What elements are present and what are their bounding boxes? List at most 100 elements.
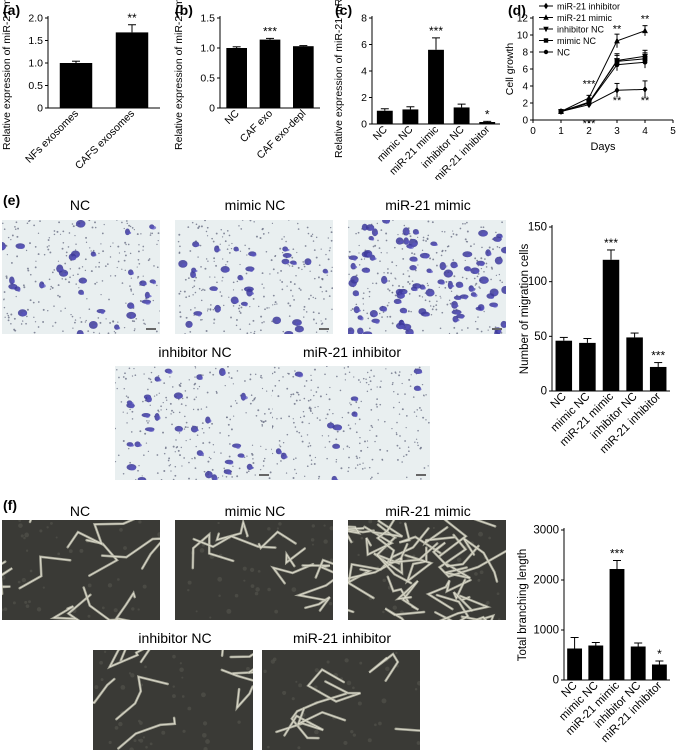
membrane-pore xyxy=(320,320,322,322)
membrane-pore xyxy=(109,275,112,277)
membrane-pore xyxy=(122,411,124,413)
membrane-pore xyxy=(200,408,203,410)
membrane-pore xyxy=(89,247,91,249)
migrated-cell-body xyxy=(405,230,410,235)
tube-branch-highlight xyxy=(115,592,136,620)
x-tick-label: 2 xyxy=(586,126,592,137)
membrane-pore xyxy=(157,409,160,412)
membrane-pore xyxy=(384,420,386,423)
membrane-pore xyxy=(370,478,372,480)
membrane-pore xyxy=(415,438,418,440)
membrane-pore xyxy=(193,387,195,390)
background-speck xyxy=(209,616,212,619)
membrane-pore xyxy=(57,260,60,262)
membrane-pore xyxy=(204,220,206,222)
membrane-pore xyxy=(22,284,25,287)
membrane-pore xyxy=(382,311,385,313)
membrane-pore xyxy=(342,430,345,433)
y-axis-label: Total branching length xyxy=(517,549,529,662)
membrane-pore xyxy=(171,423,173,426)
bar xyxy=(226,48,247,108)
migrated-cell-body xyxy=(221,370,226,376)
migrated-cell-body xyxy=(227,461,234,465)
membrane-pore xyxy=(492,248,494,251)
membrane-pore xyxy=(187,226,190,228)
membrane-pore xyxy=(207,308,209,310)
background-speck xyxy=(357,701,362,706)
membrane-pore xyxy=(301,268,303,271)
background-speck xyxy=(142,736,146,739)
membrane-pore xyxy=(421,296,424,298)
membrane-pore xyxy=(446,265,448,267)
membrane-pore xyxy=(167,459,170,462)
membrane-pore xyxy=(417,444,419,447)
membrane-pore xyxy=(306,465,309,468)
background-speck xyxy=(488,536,491,540)
membrane-pore xyxy=(358,418,361,421)
membrane-pore xyxy=(184,415,186,418)
significance-mark: ** xyxy=(641,13,650,25)
membrane-pore xyxy=(121,268,123,270)
e-title-inhibitor-nc: inhibitor NC xyxy=(158,344,232,360)
membrane-pore xyxy=(213,451,215,453)
background-speck xyxy=(12,601,16,605)
membrane-pore xyxy=(248,323,251,325)
membrane-pore xyxy=(315,236,318,239)
membrane-pore xyxy=(129,225,132,228)
background-speck xyxy=(392,605,397,610)
membrane-pore xyxy=(407,310,410,313)
membrane-pore xyxy=(80,321,83,323)
membrane-pore xyxy=(398,447,401,449)
membrane-pore xyxy=(431,221,434,224)
membrane-pore xyxy=(65,251,68,254)
membrane-pore xyxy=(466,230,469,233)
membrane-pore xyxy=(370,369,373,372)
membrane-pore xyxy=(4,316,6,318)
migrated-cell-body xyxy=(288,333,292,334)
membrane-pore xyxy=(332,412,334,415)
membrane-pore xyxy=(127,396,130,399)
membrane-pore xyxy=(398,401,400,404)
membrane-pore xyxy=(277,272,279,274)
membrane-pore xyxy=(476,259,479,262)
membrane-pore xyxy=(351,308,354,310)
membrane-pore xyxy=(7,236,10,239)
membrane-pore xyxy=(34,266,37,269)
membrane-pore xyxy=(200,299,203,302)
membrane-pore xyxy=(122,376,125,378)
membrane-pore xyxy=(107,263,109,265)
membrane-pore xyxy=(158,411,160,413)
membrane-pore xyxy=(422,236,425,239)
membrane-pore xyxy=(171,409,173,412)
migrated-cell-body xyxy=(18,245,25,249)
migrated-cell-body xyxy=(452,264,459,268)
migrated-cell-body xyxy=(372,313,378,317)
background-speck xyxy=(187,706,192,711)
membrane-pore xyxy=(236,319,238,321)
membrane-pore xyxy=(174,451,176,453)
membrane-pore xyxy=(227,434,230,437)
migrated-cell-body xyxy=(292,261,297,266)
membrane-pore xyxy=(401,461,403,463)
membrane-pore xyxy=(317,276,320,279)
membrane-pore xyxy=(293,283,296,285)
membrane-pore xyxy=(488,246,491,249)
membrane-pore xyxy=(206,391,209,394)
membrane-pore xyxy=(282,442,285,444)
membrane-pore xyxy=(290,396,292,398)
membrane-pore xyxy=(172,445,175,448)
membrane-pore xyxy=(416,409,418,411)
membrane-pore xyxy=(303,385,306,387)
membrane-pore xyxy=(291,256,294,259)
y-axis-label: Relative expression of miR-21 mRNA xyxy=(333,0,345,158)
membrane-pore xyxy=(321,291,323,293)
membrane-pore xyxy=(3,291,6,293)
membrane-pore xyxy=(94,226,97,229)
membrane-pore xyxy=(114,332,117,334)
membrane-pore xyxy=(408,282,411,285)
background-speck xyxy=(181,676,184,679)
membrane-pore xyxy=(388,302,390,304)
background-speck xyxy=(120,685,126,690)
membrane-pore xyxy=(371,476,373,479)
membrane-pore xyxy=(264,420,267,422)
